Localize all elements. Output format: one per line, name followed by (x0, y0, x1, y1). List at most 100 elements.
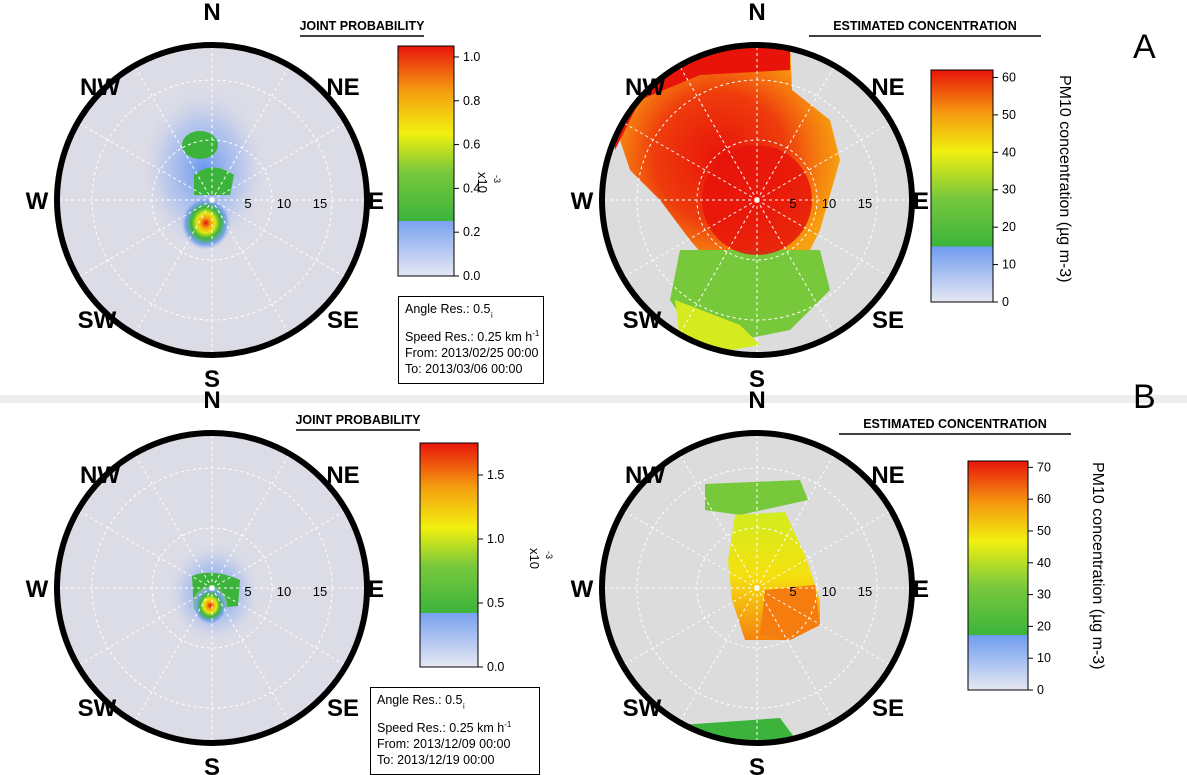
direction-spoke-240-a-joint (77, 199, 213, 278)
colorbar-gradient-a-joint (397, 45, 455, 277)
from-date-a: From: 2013/02/25 00:00 (405, 345, 539, 360)
compass-label-ne-a-joint: NE (326, 74, 359, 101)
colorbar-gradient-a-conc (930, 69, 994, 303)
panel-letter-a: A (1133, 28, 1156, 66)
density-layer-a-joint (139, 85, 269, 255)
direction-spoke-300-b-conc (622, 510, 758, 589)
plot-title-b-conc: ESTIMATED CONCENTRATION (863, 417, 1047, 431)
direction-spoke-150-a-joint (211, 199, 290, 335)
colorbar-tick-label-b-conc-2: 20 (1037, 619, 1051, 633)
direction-spoke-300-a-conc (622, 122, 758, 201)
direction-spoke-30-a-joint (211, 65, 290, 201)
colorbar-b-conc: 0 10 20 30 40 50 60 70 (967, 460, 1051, 697)
direction-spoke-30-b-conc (756, 453, 835, 589)
direction-spoke-150-a-conc (756, 199, 835, 335)
speed-ring-label-5-b-joint: 5 (244, 584, 251, 599)
density-layer-b-joint (166, 541, 262, 645)
from-date-b: From: 2013/12/09 00:00 (377, 736, 511, 751)
compass-label-n-b-conc: N (748, 387, 765, 414)
colorbar-tick-label-a-joint-4: 0.8 (463, 94, 480, 108)
colorbar-exponent-a-joint: -3 (492, 175, 502, 183)
colorbar-tick-label-a-conc-6: 60 (1002, 70, 1016, 84)
compass-label-ne-b-conc: NE (871, 462, 904, 489)
colorbar-tick-label-b-conc-7: 70 (1037, 460, 1051, 474)
compass-label-sw-b-joint: SW (78, 695, 117, 722)
to-date-b: To: 2013/12/19 00:00 (377, 752, 495, 767)
colorbar-tick-label-a-conc-4: 40 (1002, 145, 1016, 159)
plot-title-a-conc: ESTIMATED CONCENTRATION (833, 19, 1017, 33)
speed-ring-label-15-a-joint: 15 (313, 196, 327, 211)
direction-spoke-330-b-conc (679, 453, 758, 589)
compass-label-nw-a-joint: NW (80, 74, 120, 101)
compass-label-s-b-conc: S (749, 754, 765, 775)
colorbar-tick-label-b-conc-4: 40 (1037, 556, 1051, 570)
direction-spoke-330-b-joint (134, 453, 213, 589)
probability-hotspot-b-joint (192, 585, 229, 626)
colorbar-tick-label-b-joint-0: 0.0 (487, 660, 504, 674)
direction-spoke-330-a-conc (679, 65, 758, 201)
colorbar-tick-label-b-conc-6: 60 (1037, 492, 1051, 506)
colorbar-tick-label-a-conc-3: 30 (1002, 183, 1016, 197)
angle-res-unit-b: ¡ (462, 700, 466, 710)
compass-label-w-b-joint: W (26, 576, 49, 603)
speed-ring-label-5-a-joint: 5 (244, 196, 251, 211)
colorbar-tick-label-b-conc-1: 10 (1037, 651, 1051, 665)
panel-separator (0, 395, 1187, 403)
angle-res-a: Angle Res.: 0.5 (405, 302, 491, 316)
compass-label-sw-a-conc: SW (623, 307, 662, 334)
direction-spoke-120-a-joint (211, 199, 347, 278)
direction-spoke-60-b-joint (211, 510, 347, 589)
compass-label-se-a-joint: SE (327, 307, 359, 334)
direction-spoke-210-a-conc (679, 199, 758, 335)
speed-res-exp-b: -1 (504, 719, 512, 729)
plot-border-ring-a-joint (54, 42, 370, 358)
compass-label-se-a-conc: SE (872, 307, 904, 334)
compass-label-s-a-conc: S (749, 366, 765, 393)
compass-label-e-a-conc: E (913, 188, 929, 215)
plot-title-a-joint: JOINT PROBABILITY (299, 19, 425, 33)
colorbar-gradient-b-joint (419, 442, 479, 668)
angle-res-unit-a: ¡ (490, 309, 494, 319)
polar-grid-b-joint (31, 407, 393, 769)
compass-label-w-a-conc: W (571, 188, 594, 215)
speed-ring-15-a-joint (31, 19, 393, 381)
compass-label-w-b-conc: W (571, 576, 594, 603)
speed-ring-label-15-b-joint: 15 (313, 584, 327, 599)
colorbar-exponent-b-joint: -3 (544, 551, 554, 559)
direction-spoke-210-b-conc (679, 587, 758, 723)
colorbar-tick-label-b-joint-1: 0.5 (487, 596, 504, 610)
speed-ring-label-10-a-joint: 10 (277, 196, 291, 211)
direction-spoke-240-b-conc (622, 587, 758, 666)
panel-letter-b: B (1133, 378, 1156, 416)
compass-label-ne-b-joint: NE (326, 462, 359, 489)
plot-title-b-joint: JOINT PROBABILITY (295, 413, 421, 427)
plot-border-ring-b-conc (599, 430, 915, 746)
to-date-a: To: 2013/03/06 00:00 (405, 361, 523, 376)
direction-spoke-120-b-conc (756, 587, 892, 666)
colorbar-tick-label-b-conc-0: 0 (1037, 683, 1044, 697)
colorbar-unit-b-joint: x10 (527, 548, 542, 569)
plot-border-ring-a-conc (599, 42, 915, 358)
direction-spoke-300-a-joint (77, 122, 213, 201)
speed-res-a: Speed Res.: 0.25 km h (405, 329, 533, 344)
compass-label-s-a-joint: S (204, 366, 220, 393)
colorbar-tick-label-a-joint-5: 1.0 (463, 50, 480, 64)
colorbar-gradient-b-conc (967, 460, 1029, 691)
speed-res-b: Speed Res.: 0.25 km h (377, 720, 505, 735)
colorbar-a-joint: 0.0 0.2 0.4 0.6 0.8 1.0 (397, 45, 480, 283)
colorbar-tick-label-a-joint-0: 0.0 (463, 269, 480, 283)
direction-spoke-240-a-conc (622, 199, 758, 278)
direction-spoke-300-b-joint (77, 510, 213, 589)
colorbar-tick-label-b-joint-3: 1.5 (487, 468, 504, 482)
colorbar-tick-label-a-conc-5: 50 (1002, 108, 1016, 122)
polar-grid-a-conc (576, 19, 938, 381)
compass-label-w-a-joint: W (26, 188, 49, 215)
compass-label-e-a-joint: E (368, 188, 384, 215)
direction-spoke-120-a-conc (756, 199, 892, 278)
colorbar-tick-label-a-conc-1: 10 (1002, 258, 1016, 272)
speed-ring-label-15-a-conc: 15 (858, 196, 872, 211)
speed-ring-label-10-b-conc: 10 (822, 584, 836, 599)
info-box-a: Angle Res.: 0.5¡ Speed Res.: 0.25 km h-1… (398, 296, 544, 384)
compass-label-e-b-joint: E (368, 576, 384, 603)
